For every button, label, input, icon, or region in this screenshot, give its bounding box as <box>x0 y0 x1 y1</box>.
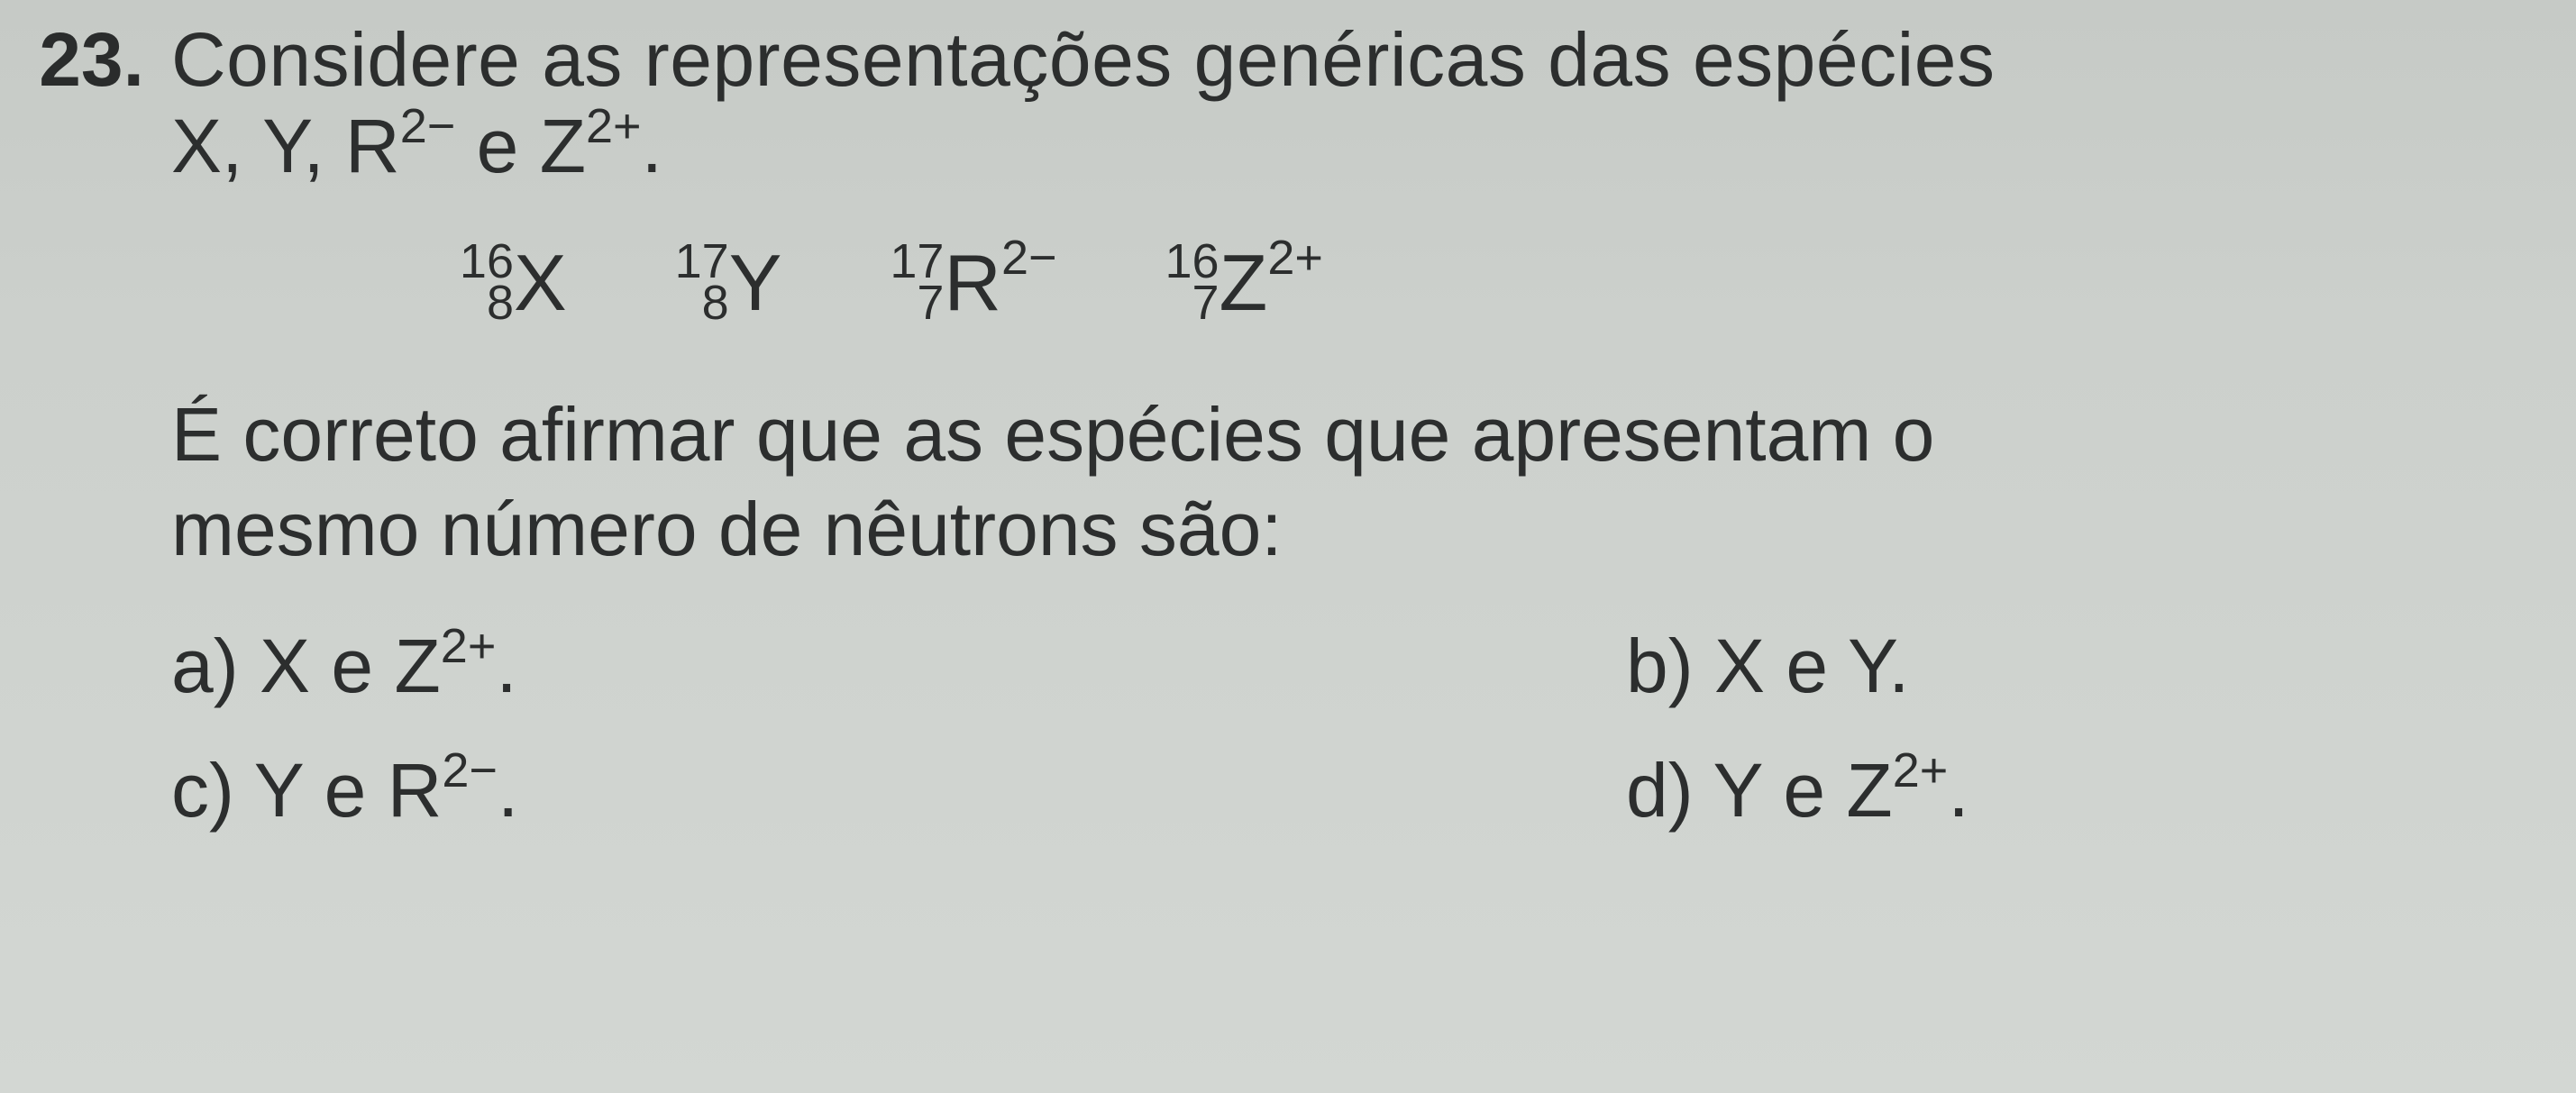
species-r-symbol: R <box>944 237 1001 329</box>
species-z-symbol: Z <box>1219 237 1268 329</box>
species-row: 16 8 X 17 8 Y 17 7 <box>171 192 2540 378</box>
r-superscript: 2− <box>400 99 456 153</box>
species-z-charge: 2+ <box>1267 230 1323 286</box>
option-d-sup: 2+ <box>1893 743 1949 797</box>
species-r-atomic: 7 <box>890 283 944 324</box>
line2-mid: e Z <box>455 104 586 188</box>
option-d-pre: Y e Z <box>1694 748 1893 833</box>
species-y-numbers: 17 8 <box>675 241 729 324</box>
line2-prefix: X, Y, R <box>171 104 400 188</box>
option-b-label: b) <box>1626 624 1694 708</box>
statement-line-1: É correto afirmar que as espécies que ap… <box>171 387 2540 482</box>
species-r-charge: 2− <box>1001 230 1057 286</box>
option-c: c) Y e R2−. <box>171 746 1085 834</box>
species-r-numbers: 17 7 <box>890 241 944 324</box>
option-a: a) X e Z2+. <box>171 622 1085 710</box>
option-b: b) X e Y. <box>1626 622 2540 710</box>
species-y-symbol: Y <box>729 237 782 329</box>
statement-line-2: mesmo número de nêutrons são: <box>171 482 2540 577</box>
option-a-sup: 2+ <box>441 619 497 673</box>
question-content: Considere as representações genéricas da… <box>171 18 2540 834</box>
option-c-pre: Y e R <box>234 748 442 833</box>
species-x-symbol: X <box>514 237 567 329</box>
option-d: d) Y e Z2+. <box>1626 746 2540 834</box>
question-line-1: Considere as representações genéricas da… <box>171 18 2540 101</box>
option-c-sup: 2− <box>442 743 498 797</box>
species-z: 16 7 Z 2+ <box>1219 237 1323 329</box>
species-x-numbers: 16 8 <box>460 241 514 324</box>
option-a-label: a) <box>171 624 239 708</box>
exercise-page: 23. Considere as representações genérica… <box>0 0 2576 1093</box>
option-a-post: . <box>496 624 516 708</box>
option-d-label: d) <box>1626 748 1694 833</box>
species-r: 17 7 R 2− <box>944 237 1056 329</box>
question-number: 23. <box>0 18 171 101</box>
species-x-atomic: 8 <box>460 283 514 324</box>
line2-suffix: . <box>642 104 662 188</box>
species-x: 16 8 X <box>514 237 567 329</box>
species-z-atomic: 7 <box>1165 283 1219 324</box>
option-d-post: . <box>1948 748 1969 833</box>
options-grid: a) X e Z2+. b) X e Y. c) Y e R2−. d) Y e… <box>171 577 2540 834</box>
species-y: 17 8 Y <box>729 237 782 329</box>
option-b-pre: X e Y. <box>1694 624 1910 708</box>
question-row: 23. Considere as representações genérica… <box>0 18 2540 834</box>
option-c-post: . <box>498 748 518 833</box>
option-a-pre: X e Z <box>239 624 441 708</box>
z-superscript: 2+ <box>586 99 642 153</box>
statement: É correto afirmar que as espécies que ap… <box>171 378 2540 577</box>
option-c-label: c) <box>171 748 234 833</box>
species-y-atomic: 8 <box>675 283 729 324</box>
species-z-numbers: 16 7 <box>1165 241 1219 324</box>
question-line-2: X, Y, R2− e Z2+. <box>171 101 2540 192</box>
